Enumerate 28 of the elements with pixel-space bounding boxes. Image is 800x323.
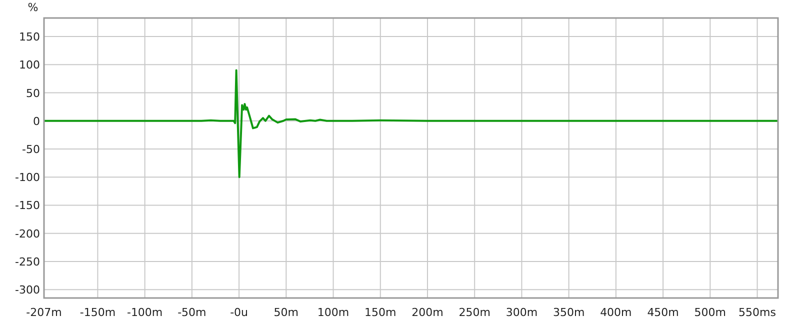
- x-tick-label: 100m: [317, 306, 350, 319]
- x-tick-label: -207m: [26, 306, 62, 319]
- y-tick-label: 50: [26, 86, 40, 100]
- x-tick-label: 350m: [552, 306, 585, 319]
- x-tick-label: -100m: [126, 306, 163, 319]
- x-tick-label: 200m: [412, 306, 444, 319]
- y-tick-label: -300: [15, 284, 40, 297]
- x-tick-label: 550ms: [738, 306, 776, 319]
- y-tick-label: 150: [19, 30, 40, 44]
- y-tick-label: 0: [33, 114, 40, 128]
- y-tick-label: -100: [15, 171, 40, 184]
- x-tick-label: 500m: [694, 306, 726, 319]
- y-tick-label: -50: [22, 143, 40, 156]
- y-tick-label: -150: [15, 199, 40, 212]
- x-tick-label: 150m: [364, 306, 396, 319]
- x-tick-label: 50m: [274, 306, 299, 319]
- line-series: [44, 69, 778, 178]
- y-tick-label: -200: [15, 227, 40, 240]
- y-axis-title: %: [28, 1, 38, 14]
- x-tick-label: 300m: [506, 306, 538, 319]
- x-tick-label: 250m: [458, 306, 490, 319]
- x-tick-label: 400m: [600, 306, 632, 319]
- x-tick-label: -0u: [230, 306, 248, 319]
- x-tick-label: -50m: [178, 306, 206, 319]
- y-tick-label: 100: [19, 58, 40, 72]
- x-tick-label: 450m: [647, 306, 679, 319]
- x-tick-label: -150m: [80, 306, 116, 319]
- y-tick-label: -250: [15, 255, 40, 268]
